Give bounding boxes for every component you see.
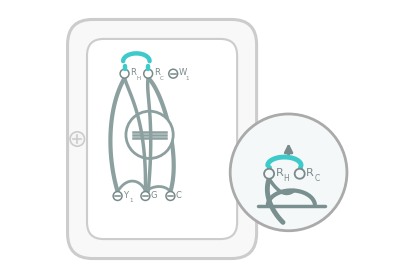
Circle shape [166, 192, 174, 200]
FancyBboxPatch shape [67, 19, 256, 259]
Text: H: H [283, 174, 289, 183]
Circle shape [230, 114, 346, 231]
Text: W: W [178, 68, 186, 77]
Circle shape [126, 111, 173, 158]
Text: R: R [130, 68, 136, 77]
Text: G: G [151, 191, 157, 200]
Circle shape [168, 69, 177, 78]
Circle shape [120, 69, 129, 78]
Circle shape [263, 169, 273, 179]
Text: R: R [153, 68, 159, 77]
Text: Y: Y [123, 191, 128, 200]
Text: R: R [275, 168, 283, 178]
Circle shape [141, 192, 150, 200]
Text: 1: 1 [129, 198, 132, 203]
Circle shape [294, 169, 304, 179]
Circle shape [144, 69, 152, 78]
FancyBboxPatch shape [87, 39, 237, 239]
Text: 1: 1 [184, 76, 188, 81]
Circle shape [113, 192, 122, 200]
Text: C: C [176, 191, 181, 200]
Text: C: C [313, 174, 319, 183]
Circle shape [245, 132, 259, 146]
Circle shape [70, 132, 84, 146]
Text: C: C [160, 76, 163, 81]
Text: H: H [136, 76, 140, 81]
Text: R: R [306, 168, 313, 178]
